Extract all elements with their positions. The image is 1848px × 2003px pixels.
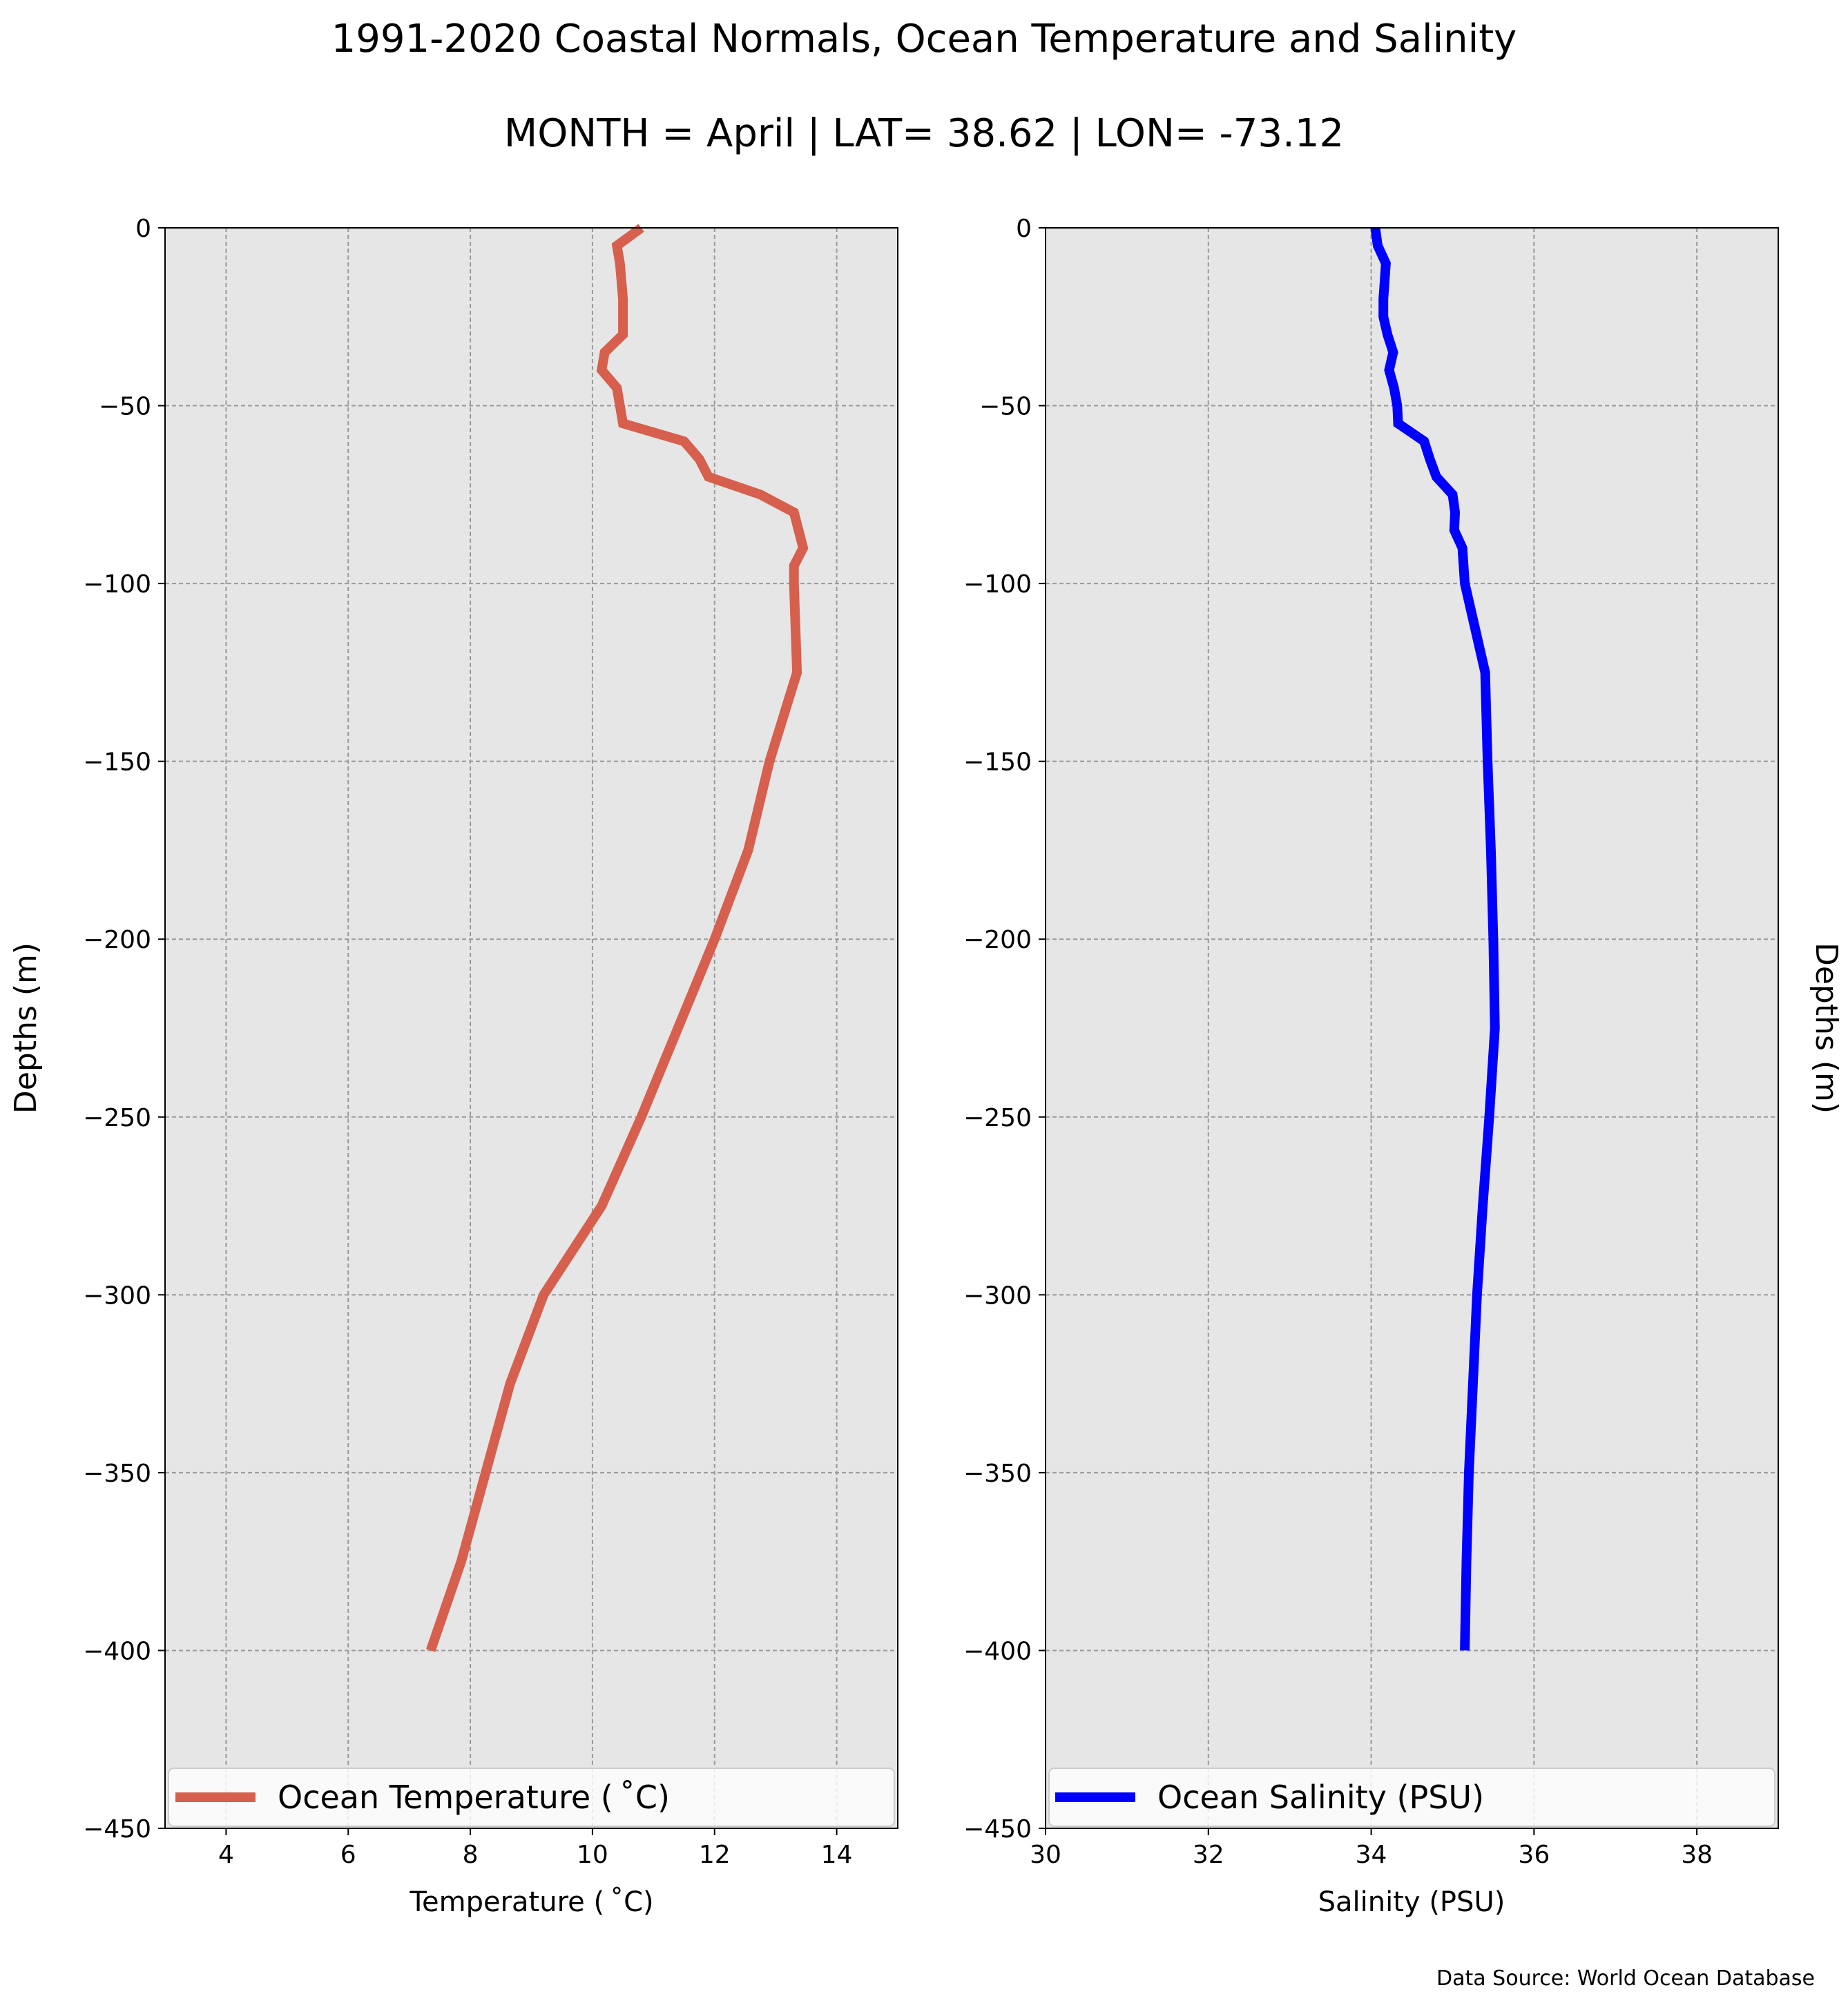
- temperature-series-line: [425, 224, 809, 1652]
- legend-box: [1048, 1768, 1775, 1827]
- y-tick-label: −100: [963, 570, 1032, 599]
- x-tick-label: 12: [699, 1841, 731, 1869]
- x-ticks: 4 6 8 10 12 14: [218, 1828, 853, 1869]
- chart-title: 1991-2020 Coastal Normals, Ocean Tempera…: [331, 17, 1517, 61]
- legend-label: Ocean Salinity (PSU): [1157, 1779, 1484, 1816]
- y-tick-label: −200: [963, 926, 1032, 954]
- x-tick-label: 30: [1030, 1841, 1061, 1869]
- plot-area: [165, 228, 898, 1828]
- y-tick-label: −50: [99, 393, 151, 421]
- grid-lines: [1046, 228, 1778, 1828]
- x-tick-label: 4: [218, 1841, 234, 1869]
- grid-lines: [165, 228, 898, 1828]
- x-ticks: 30 32 34 36 38: [1030, 1828, 1713, 1869]
- y-tick-label: −100: [83, 570, 151, 599]
- axes-frame: [1045, 227, 1779, 1829]
- x-tick-label: 14: [821, 1841, 853, 1869]
- y-tick-label: −150: [83, 748, 151, 777]
- legend-box: [168, 1768, 895, 1827]
- x-tick-label: 32: [1193, 1841, 1224, 1869]
- y-tick-label: −250: [963, 1104, 1032, 1132]
- chart-subtitle: MONTH = April | LAT= 38.62 | LON= -73.12: [504, 111, 1344, 156]
- legend-label: Ocean Temperature ( ˚C): [278, 1779, 670, 1816]
- legend: Ocean Temperature ( ˚C): [168, 1768, 895, 1827]
- y-tick-label: −250: [83, 1104, 151, 1132]
- y-tick-label: −450: [83, 1815, 151, 1844]
- x-axis-label: Salinity (PSU): [1318, 1886, 1505, 1918]
- data-source-note: Data Source: World Ocean Database: [1436, 1966, 1815, 1991]
- y-axis-label: Depths (m): [8, 942, 44, 1114]
- axes-frame: [164, 227, 898, 1829]
- x-tick-label: 10: [577, 1841, 608, 1869]
- y-tick-label: −300: [963, 1281, 1032, 1310]
- plot-area: [1046, 228, 1778, 1828]
- y-axis-label: Depths (m): [1809, 942, 1844, 1114]
- y-tick-label: −150: [963, 748, 1032, 777]
- x-tick-label: 34: [1356, 1841, 1387, 1869]
- y-ticks: 0 −50 −100 −150 −200 −250 −300 −350 −400 −450: [963, 215, 1046, 1844]
- y-tick-label: −450: [963, 1815, 1032, 1844]
- y-tick-label: −400: [963, 1637, 1032, 1665]
- x-tick-label: 6: [340, 1841, 356, 1869]
- y-tick-label: −50: [979, 393, 1032, 421]
- y-tick-label: 0: [1016, 215, 1032, 243]
- y-tick-label: 0: [135, 215, 151, 243]
- temperature-panel: Ocean Temperature ( ˚C) 4 6 8 10 12 14 0 −50 −100…: [8, 215, 898, 1918]
- y-tick-label: −300: [83, 1281, 151, 1310]
- y-tick-label: −200: [83, 926, 151, 954]
- legend: Ocean Salinity (PSU): [1048, 1768, 1775, 1827]
- y-tick-label: −350: [83, 1460, 151, 1488]
- x-tick-label: 38: [1681, 1841, 1713, 1869]
- y-tick-label: −350: [963, 1460, 1032, 1488]
- x-tick-label: 36: [1518, 1841, 1550, 1869]
- x-axis-label: Temperature ( ˚C): [409, 1886, 653, 1918]
- x-tick-label: 8: [463, 1841, 479, 1869]
- y-tick-label: −400: [83, 1637, 151, 1665]
- salinity-series-line: [1370, 227, 1500, 1651]
- salinity-panel: Ocean Salinity (PSU) 30 32 34 36 38 0 −50 −100 −1…: [963, 215, 1844, 1918]
- y-ticks: 0 −50 −100 −150 −200 −250 −300 −350 −400 −450: [83, 215, 165, 1844]
